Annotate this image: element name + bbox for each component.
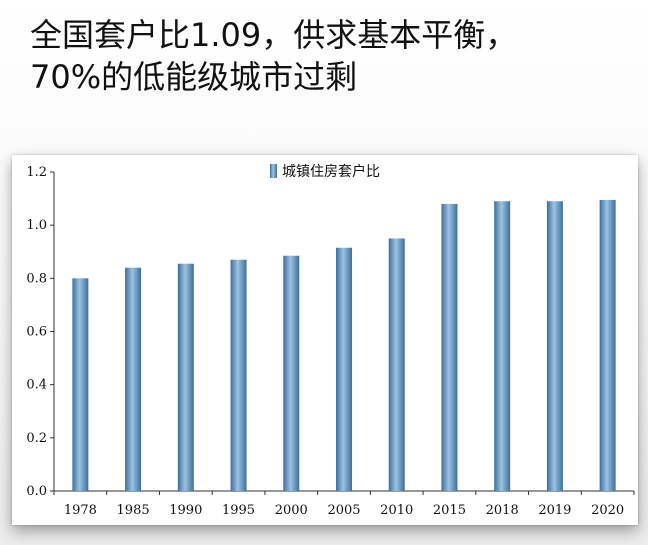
legend-swatch xyxy=(270,164,277,178)
y-tick-label: 0.6 xyxy=(26,325,47,340)
x-tick-label: 2005 xyxy=(327,503,360,518)
y-tick-label: 0.4 xyxy=(26,378,47,393)
x-tick-label: 2015 xyxy=(433,503,466,518)
x-tick-label: 2020 xyxy=(591,503,624,518)
y-tick-label: 1.0 xyxy=(26,218,47,233)
chart-card: 0.0 0.2 0.4 0.6 0.8 1.0 1.2 1978 1985 1990 1995 20… xyxy=(12,155,638,525)
x-tick-label: 1995 xyxy=(222,503,255,518)
bar xyxy=(336,247,352,491)
bar xyxy=(72,278,89,491)
title-line-1: 全国套户比1.09，供求基本平衡， xyxy=(30,16,518,54)
x-tick-label: 2010 xyxy=(380,503,413,518)
bar xyxy=(125,267,142,491)
x-tick-label: 1978 xyxy=(64,503,97,518)
x-tick-label: 2000 xyxy=(275,503,308,518)
y-tick-label: 1.2 xyxy=(26,165,47,180)
bar xyxy=(230,259,247,491)
bar xyxy=(494,201,511,491)
bar-series xyxy=(72,199,616,491)
y-tick-label: 0.2 xyxy=(26,431,47,446)
y-axis: 0.0 0.2 0.4 0.6 0.8 1.0 1.2 xyxy=(26,165,55,499)
x-tick-label: 2018 xyxy=(486,503,519,518)
bar xyxy=(388,238,405,491)
x-axis: 1978 1985 1990 1995 2000 2005 2010 2015 2018 2019… xyxy=(53,490,635,518)
x-tick-label: 1985 xyxy=(117,503,150,518)
slide-title: 全国套户比1.09，供求基本平衡， 70%的低能级城市过剩 xyxy=(30,14,630,98)
bar xyxy=(177,263,194,491)
legend: 城镇住房套户比 xyxy=(270,163,380,180)
legend-label: 城镇住房套户比 xyxy=(282,163,380,180)
x-tick-label: 1990 xyxy=(169,503,202,518)
bar-chart: 0.0 0.2 0.4 0.6 0.8 1.0 1.2 1978 1985 1990 1995 20… xyxy=(26,163,635,518)
title-line-2: 70%的低能级城市过剩 xyxy=(30,58,358,96)
bar xyxy=(283,255,300,491)
y-tick-label: 0.8 xyxy=(26,271,47,286)
bar xyxy=(546,201,563,491)
y-tick-label: 0.0 xyxy=(26,484,47,499)
x-tick-label: 2019 xyxy=(538,503,571,518)
bar xyxy=(599,199,616,491)
bar xyxy=(441,203,458,491)
